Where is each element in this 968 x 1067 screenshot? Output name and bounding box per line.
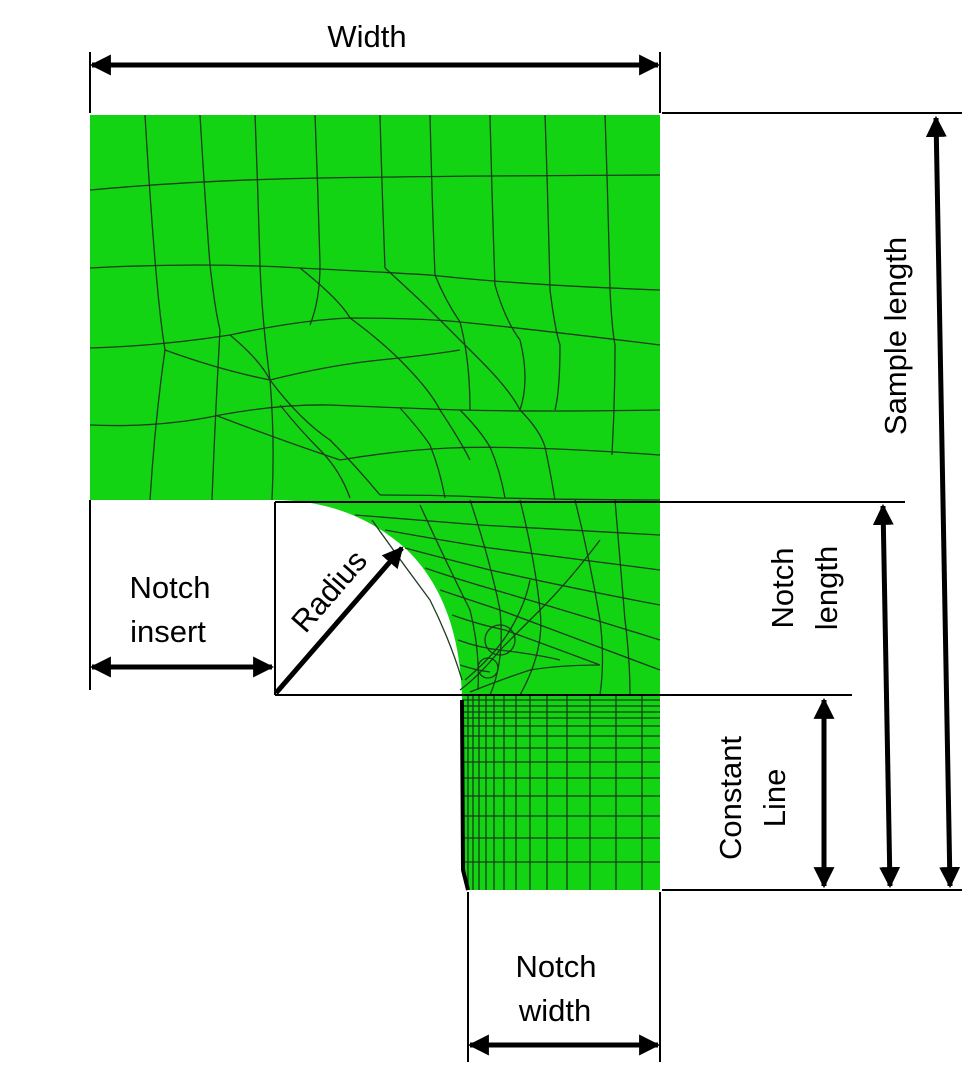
mesh-constant-band <box>462 695 660 890</box>
notch-length-label: Notch length <box>765 546 844 630</box>
notch-insert-label-line2: insert <box>130 614 206 649</box>
radius-label: Radius <box>284 543 374 639</box>
notch-length-label-line1: Notch <box>765 548 800 629</box>
notch-insert-label-line1: Notch <box>130 570 211 605</box>
constant-line-label-line2: Line <box>757 769 792 828</box>
notch-length-label-line2: length <box>809 546 844 630</box>
mesh-notch <box>354 499 661 696</box>
mesh-upper <box>89 114 661 501</box>
notch-length-dimension-arrow <box>872 503 901 889</box>
notch-width-label-line1: Notch <box>516 949 597 984</box>
extension-lines <box>89 52 962 1062</box>
notch-edge <box>460 699 470 891</box>
radius-dimension-arrow <box>274 546 404 695</box>
sample-length-dimension-arrow <box>925 115 961 889</box>
notch-width-label-line2: width <box>518 993 591 1028</box>
constant-line-label-line1: Constant <box>713 736 748 860</box>
constant-line-label: Constant Line <box>713 736 792 860</box>
width-label: Width <box>327 19 406 54</box>
sample-length-label: Sample length <box>878 237 913 435</box>
